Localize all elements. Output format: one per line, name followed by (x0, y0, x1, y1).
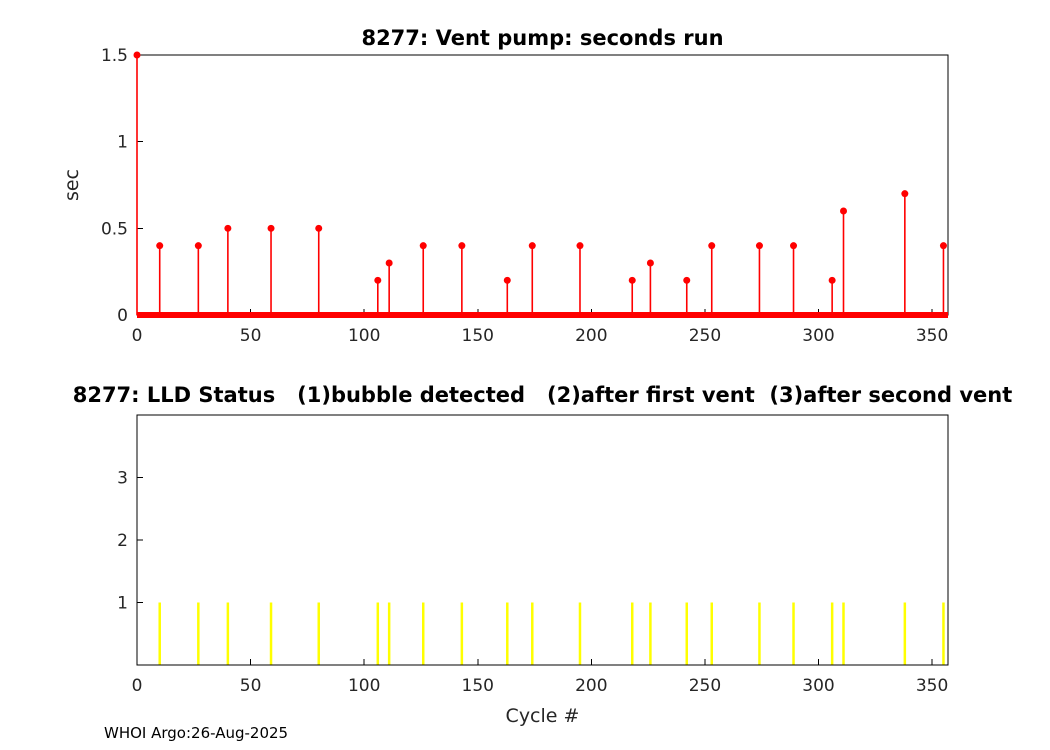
stem-marker (419, 242, 427, 250)
stem-marker (683, 276, 691, 284)
stem-marker (156, 242, 164, 250)
x-tick-label: 250 (689, 676, 721, 696)
chart-title: 8277: Vent pump: seconds run (361, 26, 723, 50)
stem-marker (194, 242, 202, 250)
x-tick-label: 50 (240, 676, 262, 696)
x-tick-label: 200 (575, 326, 607, 346)
stem-marker (828, 276, 836, 284)
chart-title: 8277: LLD Status (1)bubble detected (2)a… (73, 383, 1013, 407)
stem-marker (840, 207, 848, 215)
stem-marker (576, 242, 584, 250)
x-tick-label: 100 (348, 326, 380, 346)
stem-marker (790, 242, 798, 250)
x-tick-label: 300 (802, 326, 834, 346)
stem-marker (374, 276, 382, 284)
x-tick-label: 50 (240, 326, 262, 346)
stem-marker (224, 224, 232, 232)
axes-box (136, 54, 949, 316)
stem-marker (267, 224, 275, 232)
stem-marker (528, 242, 536, 250)
axes-box (136, 414, 949, 666)
footer-credit: WHOI Argo:26-Aug-2025 (104, 724, 289, 742)
stem-marker (939, 242, 947, 250)
stem-marker (133, 51, 141, 59)
stem-marker (901, 190, 909, 198)
x-tick-label: 100 (348, 676, 380, 696)
stem-marker (628, 276, 636, 284)
x-tick-label: 250 (689, 326, 721, 346)
y-tick-label: 3 (117, 469, 128, 489)
y-tick-label: 1 (117, 594, 128, 614)
x-axis-label: Cycle # (506, 705, 580, 727)
y-axis-label: sec (61, 169, 83, 201)
y-tick-label: 0.5 (101, 219, 128, 239)
y-tick-label: 1.5 (101, 46, 128, 66)
stem-marker (708, 242, 716, 250)
y-tick-label: 0 (117, 306, 128, 326)
y-tick-label: 2 (117, 531, 128, 551)
x-tick-label: 200 (575, 676, 607, 696)
x-tick-label: 350 (916, 326, 948, 346)
x-tick-label: 0 (132, 326, 143, 346)
stem-marker (385, 259, 393, 267)
stem-marker (755, 242, 763, 250)
stem-marker (315, 224, 323, 232)
x-tick-label: 150 (462, 326, 494, 346)
x-tick-label: 300 (802, 676, 834, 696)
x-tick-label: 0 (132, 676, 143, 696)
x-tick-label: 150 (462, 676, 494, 696)
x-tick-label: 350 (916, 676, 948, 696)
stem-marker (458, 242, 466, 250)
stem-marker (503, 276, 511, 284)
y-tick-label: 1 (117, 133, 128, 153)
stem-marker (646, 259, 654, 267)
